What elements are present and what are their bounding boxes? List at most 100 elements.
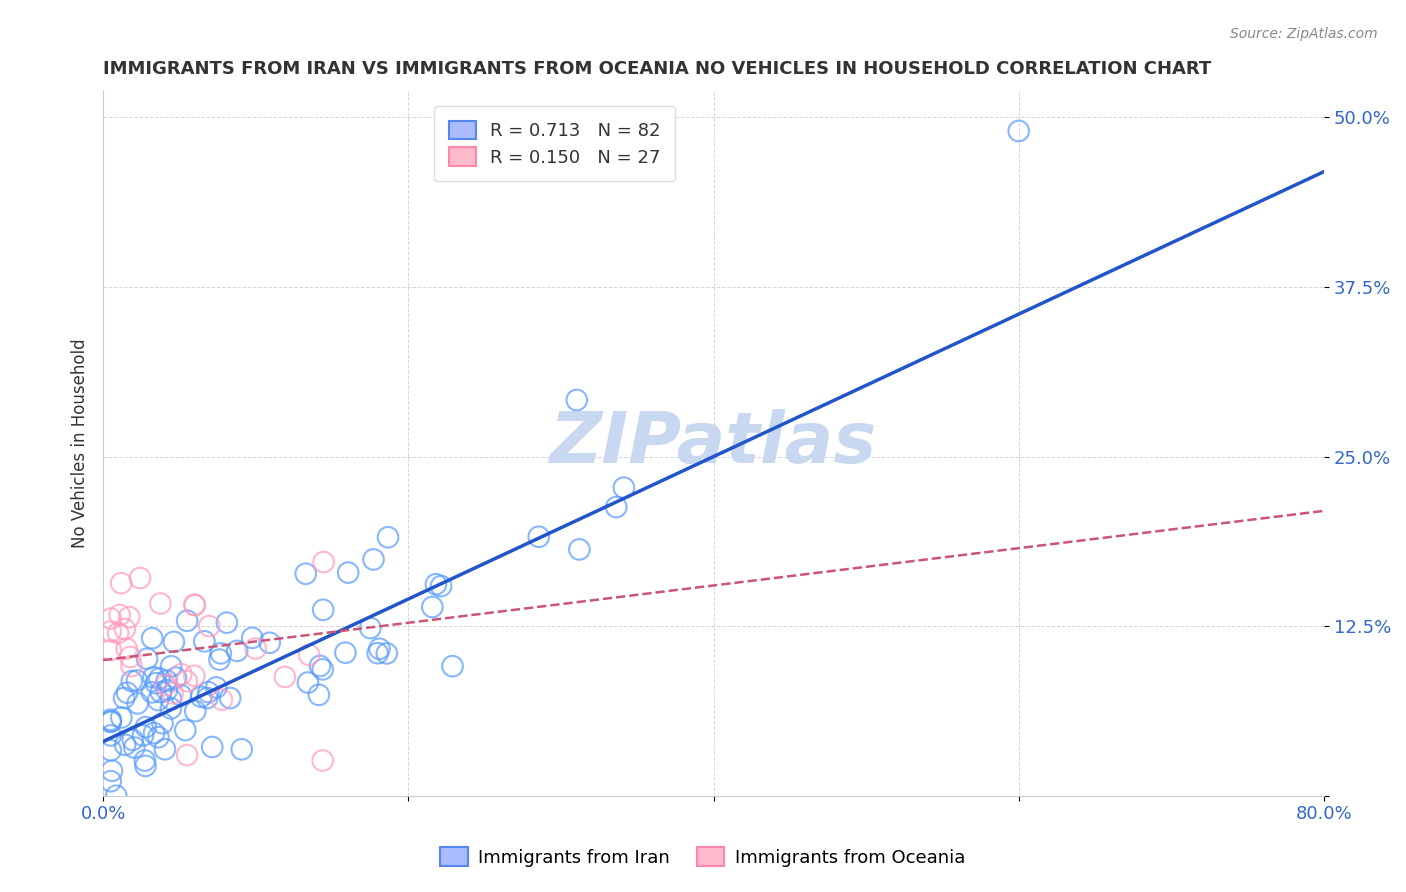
Point — [176, 747, 198, 762]
Point — [195, 691, 218, 706]
Point — [149, 685, 172, 699]
Point — [193, 634, 215, 648]
Point — [176, 614, 198, 628]
Point — [308, 688, 330, 702]
Point — [135, 720, 157, 734]
Point — [219, 691, 242, 706]
Point — [165, 671, 187, 685]
Point — [565, 392, 588, 407]
Point — [211, 692, 233, 706]
Point — [231, 742, 253, 756]
Point — [198, 619, 221, 633]
Point — [215, 615, 238, 630]
Point — [209, 646, 232, 660]
Point — [363, 552, 385, 566]
Point — [183, 598, 205, 612]
Point — [110, 710, 132, 724]
Point — [170, 667, 193, 681]
Point — [312, 662, 335, 676]
Point — [101, 764, 124, 778]
Point — [125, 673, 148, 688]
Point — [226, 644, 249, 658]
Point — [100, 643, 122, 657]
Point — [114, 622, 136, 636]
Point — [309, 659, 332, 673]
Legend: R = 0.713   N = 82, R = 0.150   N = 27: R = 0.713 N = 82, R = 0.150 N = 27 — [434, 106, 675, 181]
Point — [297, 675, 319, 690]
Point — [312, 754, 335, 768]
Point — [153, 742, 176, 756]
Point — [107, 626, 129, 640]
Point — [527, 530, 550, 544]
Point — [359, 621, 381, 635]
Point — [245, 641, 267, 656]
Point — [134, 759, 156, 773]
Point — [312, 555, 335, 569]
Point — [100, 612, 122, 626]
Point — [160, 692, 183, 706]
Point — [605, 500, 627, 514]
Point — [129, 571, 152, 585]
Point — [162, 686, 184, 700]
Point — [155, 673, 177, 688]
Point — [294, 566, 316, 581]
Point — [136, 651, 159, 665]
Point — [425, 577, 447, 591]
Text: ZIPatlas: ZIPatlas — [550, 409, 877, 477]
Point — [298, 648, 321, 662]
Point — [160, 701, 183, 715]
Text: IMMIGRANTS FROM IRAN VS IMMIGRANTS FROM OCEANIA NO VEHICLES IN HOUSEHOLD CORRELA: IMMIGRANTS FROM IRAN VS IMMIGRANTS FROM … — [103, 60, 1212, 78]
Point — [148, 731, 170, 745]
Point — [132, 728, 155, 742]
Point — [613, 481, 636, 495]
Point — [377, 530, 399, 544]
Point — [1008, 124, 1031, 138]
Point — [100, 774, 122, 789]
Point — [118, 610, 141, 624]
Point — [120, 650, 142, 665]
Point — [568, 542, 591, 557]
Point — [337, 566, 360, 580]
Point — [160, 659, 183, 673]
Point — [100, 743, 122, 757]
Point — [176, 674, 198, 689]
Point — [100, 728, 122, 742]
Point — [110, 576, 132, 591]
Point — [148, 693, 170, 707]
Point — [184, 704, 207, 718]
Point — [174, 723, 197, 737]
Point — [149, 597, 172, 611]
Point — [201, 739, 224, 754]
Point — [100, 624, 122, 639]
Point — [141, 685, 163, 699]
Point — [114, 738, 136, 752]
Point — [121, 674, 143, 689]
Point — [335, 646, 357, 660]
Point — [155, 678, 177, 692]
Point — [208, 652, 231, 666]
Point — [115, 641, 138, 656]
Point — [134, 754, 156, 768]
Point — [240, 631, 263, 645]
Point — [127, 697, 149, 711]
Point — [148, 672, 170, 686]
Point — [112, 691, 135, 706]
Point — [205, 681, 228, 695]
Point — [190, 690, 212, 704]
Text: Source: ZipAtlas.com: Source: ZipAtlas.com — [1230, 27, 1378, 41]
Point — [312, 603, 335, 617]
Point — [100, 714, 122, 729]
Point — [368, 641, 391, 656]
Point — [108, 607, 131, 622]
Point — [259, 636, 281, 650]
Point — [115, 686, 138, 700]
Point — [441, 659, 464, 673]
Point — [170, 688, 193, 702]
Point — [163, 635, 186, 649]
Point — [100, 713, 122, 727]
Point — [183, 669, 205, 683]
Point — [122, 740, 145, 755]
Point — [141, 631, 163, 645]
Point — [143, 726, 166, 740]
Point — [367, 646, 389, 660]
